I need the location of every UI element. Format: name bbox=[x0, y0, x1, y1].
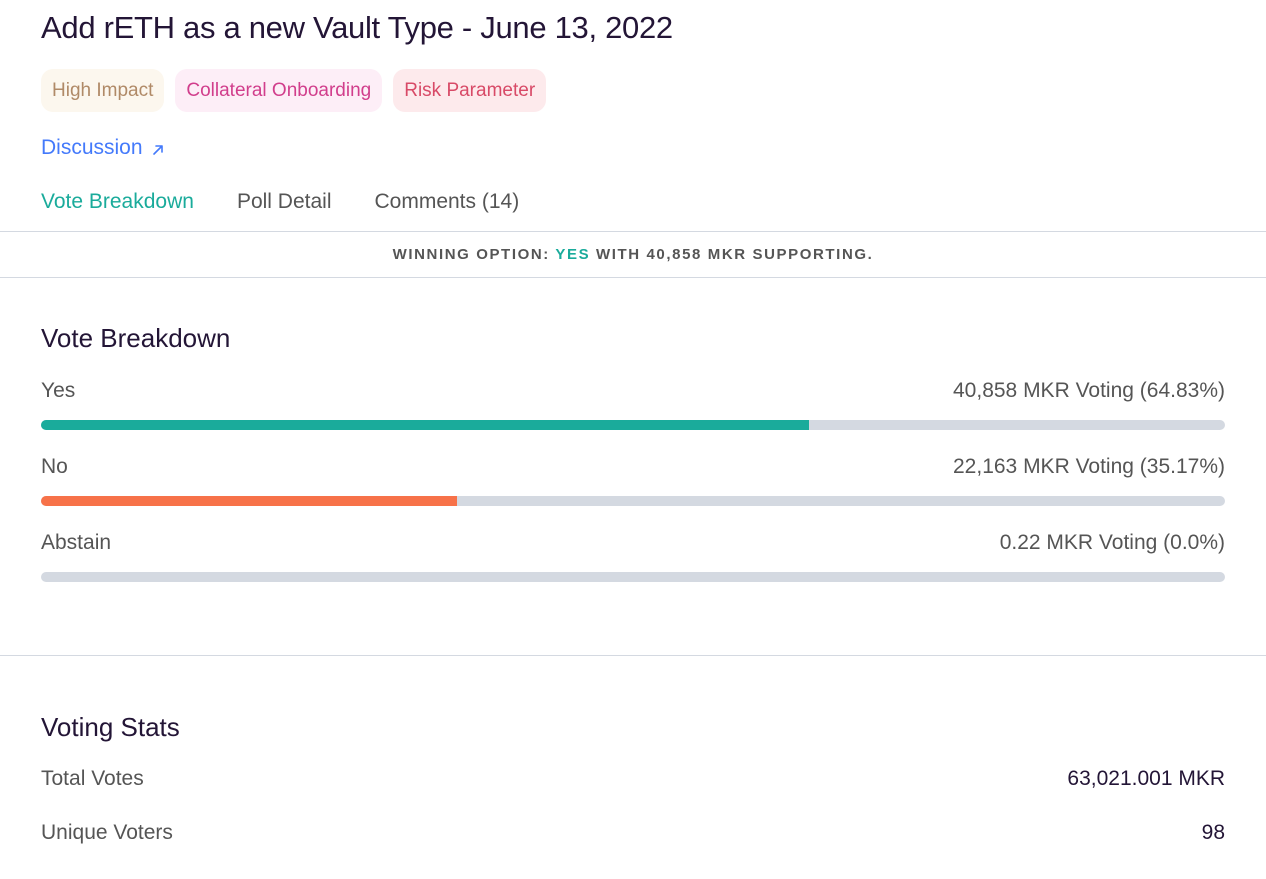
stat-value: 98 bbox=[1201, 821, 1225, 844]
stat-label: Total Votes bbox=[41, 767, 144, 790]
banner-divider bbox=[0, 277, 1266, 278]
tag-collateral-onboarding[interactable]: Collateral Onboarding bbox=[175, 69, 383, 112]
tag-risk-parameter[interactable]: Risk Parameter bbox=[393, 69, 547, 112]
tab-bar: Vote Breakdown Poll Detail Comments (14) bbox=[41, 190, 519, 214]
tab-comments[interactable]: Comments (14) bbox=[374, 190, 520, 213]
stat-unique-voters: Unique Voters 98 bbox=[41, 821, 1225, 845]
tab-vote-breakdown[interactable]: Vote Breakdown bbox=[41, 190, 194, 213]
vote-breakdown-title: Vote Breakdown bbox=[41, 323, 231, 353]
vote-option-no: No 22,163 MKR Voting (35.17%) bbox=[41, 454, 1225, 506]
tag-list: High Impact Collateral Onboarding Risk P… bbox=[41, 69, 547, 112]
discussion-link[interactable]: Discussion bbox=[41, 136, 164, 160]
page-title: Add rETH as a new Vault Type - June 13, … bbox=[41, 10, 673, 45]
tabs-divider bbox=[0, 231, 1266, 232]
vote-option-summary: 40,858 MKR Voting (64.83%) bbox=[953, 379, 1225, 402]
vote-option-abstain: Abstain 0.22 MKR Voting (0.0%) bbox=[41, 530, 1225, 582]
tab-poll-detail[interactable]: Poll Detail bbox=[236, 190, 332, 213]
vote-progress-bar bbox=[41, 572, 1225, 582]
section-divider bbox=[0, 655, 1266, 656]
vote-option-summary: 22,163 MKR Voting (35.17%) bbox=[953, 455, 1225, 478]
vote-option-label: No bbox=[41, 455, 68, 478]
stat-total-votes: Total Votes 63,021.001 MKR bbox=[41, 767, 1225, 791]
tag-high-impact[interactable]: High Impact bbox=[41, 69, 165, 112]
vote-option-yes: Yes 40,858 MKR Voting (64.83%) bbox=[41, 378, 1225, 430]
external-link-arrow-icon bbox=[152, 145, 163, 155]
vote-option-label: Yes bbox=[41, 379, 76, 402]
vote-progress-bar bbox=[41, 496, 1225, 506]
vote-progress-fill bbox=[41, 420, 809, 430]
vote-progress-bar bbox=[41, 420, 1225, 430]
voting-stats-title: Voting Stats bbox=[41, 712, 180, 742]
winning-prefix: WINNING OPTION: bbox=[392, 246, 550, 263]
discussion-link-label: Discussion bbox=[41, 136, 143, 159]
winning-option-banner: WINNING OPTION: YES WITH 40,858 MKR SUPP… bbox=[0, 246, 1266, 263]
winning-option-value: YES bbox=[555, 246, 591, 263]
stat-label: Unique Voters bbox=[41, 821, 173, 844]
vote-progress-fill bbox=[41, 496, 458, 506]
vote-option-label: Abstain bbox=[41, 531, 112, 554]
stat-value: 63,021.001 MKR bbox=[1067, 767, 1225, 790]
vote-option-summary: 0.22 MKR Voting (0.0%) bbox=[999, 531, 1225, 554]
winning-suffix: WITH 40,858 MKR SUPPORTING. bbox=[596, 246, 874, 263]
